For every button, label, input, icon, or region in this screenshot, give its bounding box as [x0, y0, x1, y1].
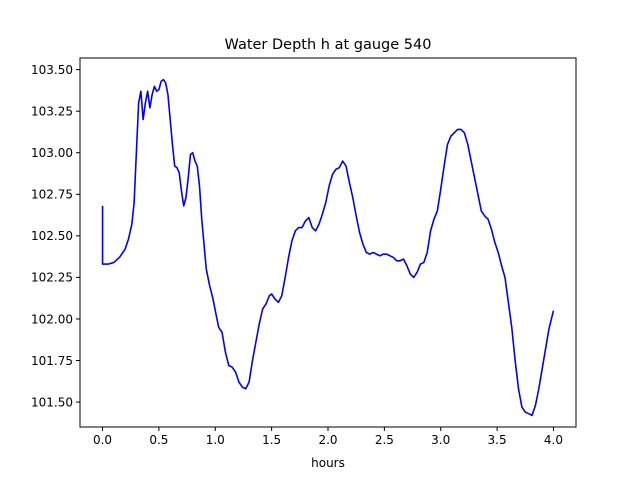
plot-area-border	[79, 57, 577, 428]
y-tick-label: 101.75	[31, 354, 73, 368]
series-layer	[101, 78, 555, 417]
x-axis-ticks: 0.0 0.5 1.0 1.5 2.0 2.5 3.0 3.5 4.0	[93, 427, 563, 447]
x-tick-label: 2.0	[318, 433, 337, 447]
series-line-1	[101, 78, 555, 417]
plot-frame	[79, 57, 577, 428]
y-tick-label: 102.25	[31, 271, 73, 285]
y-tick-label: 101.50	[31, 395, 73, 409]
x-tick-label: 2.5	[375, 433, 394, 447]
chart-title: Water Depth h at gauge 540	[225, 37, 432, 53]
x-tick-label: 3.5	[488, 433, 507, 447]
y-tick-label: 103.25	[31, 104, 73, 118]
y-tick-label: 102.50	[31, 229, 73, 243]
y-tick-label: 103.00	[31, 146, 73, 160]
y-tick-label: 103.50	[31, 63, 73, 77]
y-tick-label: 102.75	[31, 188, 73, 202]
y-tick-label: 102.00	[31, 312, 73, 326]
x-axis-label: hours	[311, 456, 345, 470]
x-tick-label: 1.5	[262, 433, 281, 447]
y-axis-ticks: 101.50 101.75 102.00 102.25 102.50 102.75 103.…	[31, 63, 80, 409]
x-tick-label: 1.0	[206, 433, 225, 447]
x-tick-label: 0.5	[149, 433, 168, 447]
x-tick-label: 3.0	[431, 433, 450, 447]
x-tick-label: 4.0	[544, 433, 563, 447]
x-tick-label: 0.0	[93, 433, 112, 447]
